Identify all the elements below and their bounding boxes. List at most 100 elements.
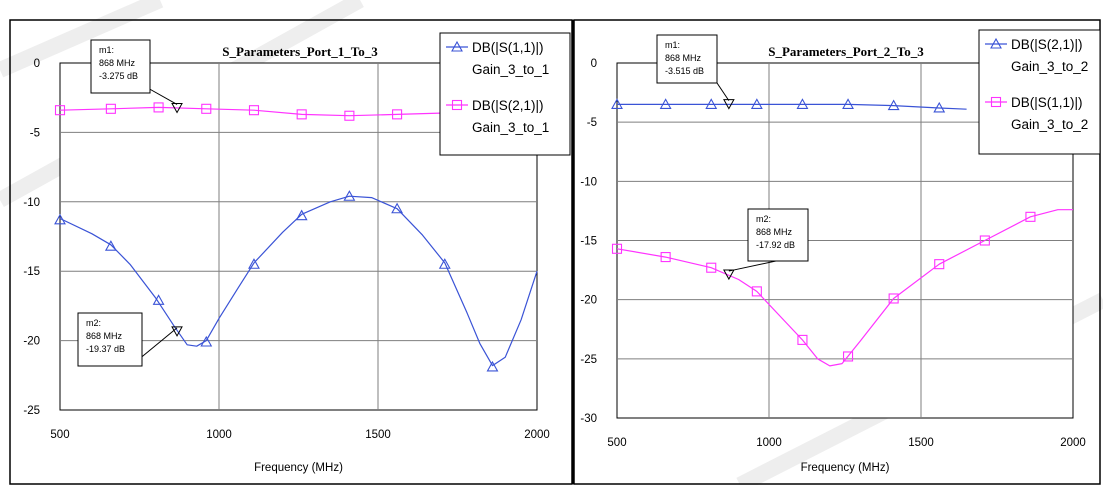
annotation-leader-line xyxy=(145,86,178,105)
series-line-2 xyxy=(616,209,1073,367)
series-2-marker xyxy=(54,105,66,116)
y-tick-label: -5 xyxy=(587,117,597,129)
series-line-1 xyxy=(617,103,967,110)
series-1-marker xyxy=(705,98,718,109)
series-1-marker xyxy=(486,360,499,372)
series-1-marker xyxy=(933,101,946,113)
y-tick-label: 0 xyxy=(591,58,597,70)
legend-box xyxy=(439,32,571,156)
legend-swatch-marker xyxy=(451,99,463,111)
series-2-marker xyxy=(611,243,623,254)
legend-entry-name: DB(|S(1,1)|) xyxy=(472,40,544,55)
x-tick-label: 500 xyxy=(607,437,626,449)
series-line-1 xyxy=(59,195,538,367)
series-1-marker xyxy=(104,240,117,251)
series-2-marker xyxy=(201,103,212,114)
series-2-marker xyxy=(660,252,671,263)
annotation-box xyxy=(747,208,809,262)
series-2-marker xyxy=(248,105,260,116)
y-tick-label: -5 xyxy=(30,127,40,139)
series-2-marker xyxy=(1025,211,1036,222)
series-2-marker xyxy=(842,351,854,362)
series-1-marker xyxy=(438,258,451,269)
series-2-marker xyxy=(888,293,899,304)
legend-entry-name: DB(|S(1,1)|) xyxy=(1011,95,1083,110)
annotation-leader-line xyxy=(137,327,178,361)
annotation-marker xyxy=(723,99,735,110)
x-tick-label: 1000 xyxy=(756,437,782,449)
series-2-marker xyxy=(706,262,717,273)
annotation-freq: 868 MHz xyxy=(756,227,793,237)
y-tick-label: -20 xyxy=(580,295,597,307)
series-2-marker xyxy=(934,259,945,270)
y-tick-label: -25 xyxy=(580,354,597,366)
series-1-marker xyxy=(842,98,854,109)
annotation-label: m1: xyxy=(665,40,680,50)
series-1-marker xyxy=(343,190,356,201)
annotation-label: m1: xyxy=(99,45,114,55)
series-1-marker xyxy=(54,213,66,225)
annotation-freq: 868 MHz xyxy=(86,331,123,341)
series-1-marker xyxy=(248,258,260,269)
legend-entry-name: DB(|S(2,1)|) xyxy=(472,98,544,113)
series-1-marker xyxy=(887,99,900,111)
annotation-value: -19.37 dB xyxy=(86,344,125,354)
chart-title: S_Parameters_Port_1_To_3 xyxy=(222,44,378,59)
x-axis-label: Frequency (MHz) xyxy=(801,462,890,474)
series-1-marker xyxy=(750,98,763,109)
x-tick-label: 1000 xyxy=(206,429,232,441)
annotation-box xyxy=(90,39,151,94)
annotation-label: m2: xyxy=(86,318,101,328)
y-tick-label: -10 xyxy=(23,197,40,209)
annotation-marker xyxy=(723,269,735,281)
annotation-box xyxy=(77,312,143,367)
series-2-marker xyxy=(797,334,808,345)
annotation-value: -17.92 dB xyxy=(756,240,795,250)
legend-entry-subtitle: Gain_3_to_1 xyxy=(472,62,549,77)
annotation-marker xyxy=(171,102,183,114)
legend-swatch-marker xyxy=(451,40,463,52)
annotation-marker xyxy=(171,326,183,337)
y-tick-label: -25 xyxy=(23,405,40,417)
legend-swatch-marker xyxy=(990,96,1002,108)
legend-swatch-marker xyxy=(990,37,1002,49)
y-tick-label: -30 xyxy=(580,413,597,425)
x-tick-label: 1500 xyxy=(365,429,391,441)
x-tick-label: 2000 xyxy=(1060,437,1086,449)
chart-title: S_Parameters_Port_2_To_3 xyxy=(768,44,924,59)
series-1-marker xyxy=(391,202,404,214)
annotation-freq: 868 MHz xyxy=(665,53,702,63)
series-1-marker xyxy=(796,98,809,109)
y-tick-label: -15 xyxy=(23,266,40,278)
y-tick-label: 0 xyxy=(34,58,40,70)
annotation-box xyxy=(656,34,718,84)
chart-port-1-to-3: 0 -5 -10 -15 -20 -25 500 1000 1500 2000 Frequency … xyxy=(23,32,571,474)
series-2-marker xyxy=(979,235,990,246)
x-tick-label: 1500 xyxy=(908,437,934,449)
x-axis-label: Frequency (MHz) xyxy=(254,462,343,474)
series-2-marker xyxy=(751,286,762,297)
x-tick-label: 2000 xyxy=(524,429,550,441)
legend-entry-subtitle: Gain_3_to_1 xyxy=(472,120,549,135)
y-tick-label: -20 xyxy=(23,336,40,348)
series-2-marker xyxy=(344,110,355,121)
annotation-label: m2: xyxy=(756,214,771,224)
series-1-marker xyxy=(295,209,308,221)
series-2-marker xyxy=(105,103,116,114)
series-1-marker xyxy=(200,335,213,347)
annotation-freq: 868 MHz xyxy=(99,58,136,68)
legend-box xyxy=(978,29,1101,155)
series-1-marker xyxy=(152,294,165,305)
x-tick-label: 500 xyxy=(50,429,69,441)
annotation-value: -3.515 dB xyxy=(665,66,704,76)
series-2-marker xyxy=(296,109,307,120)
annotation-value: -3.275 dB xyxy=(99,71,138,81)
series-2-marker xyxy=(153,102,164,113)
chart-port-2-to-3: 0 -5 -10 -15 -20 -25 -30 500 1000 1500 2000 Frequen… xyxy=(580,29,1101,474)
legend-entry-subtitle: Gain_3_to_2 xyxy=(1011,59,1088,74)
y-tick-label: -15 xyxy=(580,236,597,248)
y-tick-label: -10 xyxy=(580,176,597,188)
series-1-marker xyxy=(659,98,672,109)
series-1-marker xyxy=(611,98,623,109)
